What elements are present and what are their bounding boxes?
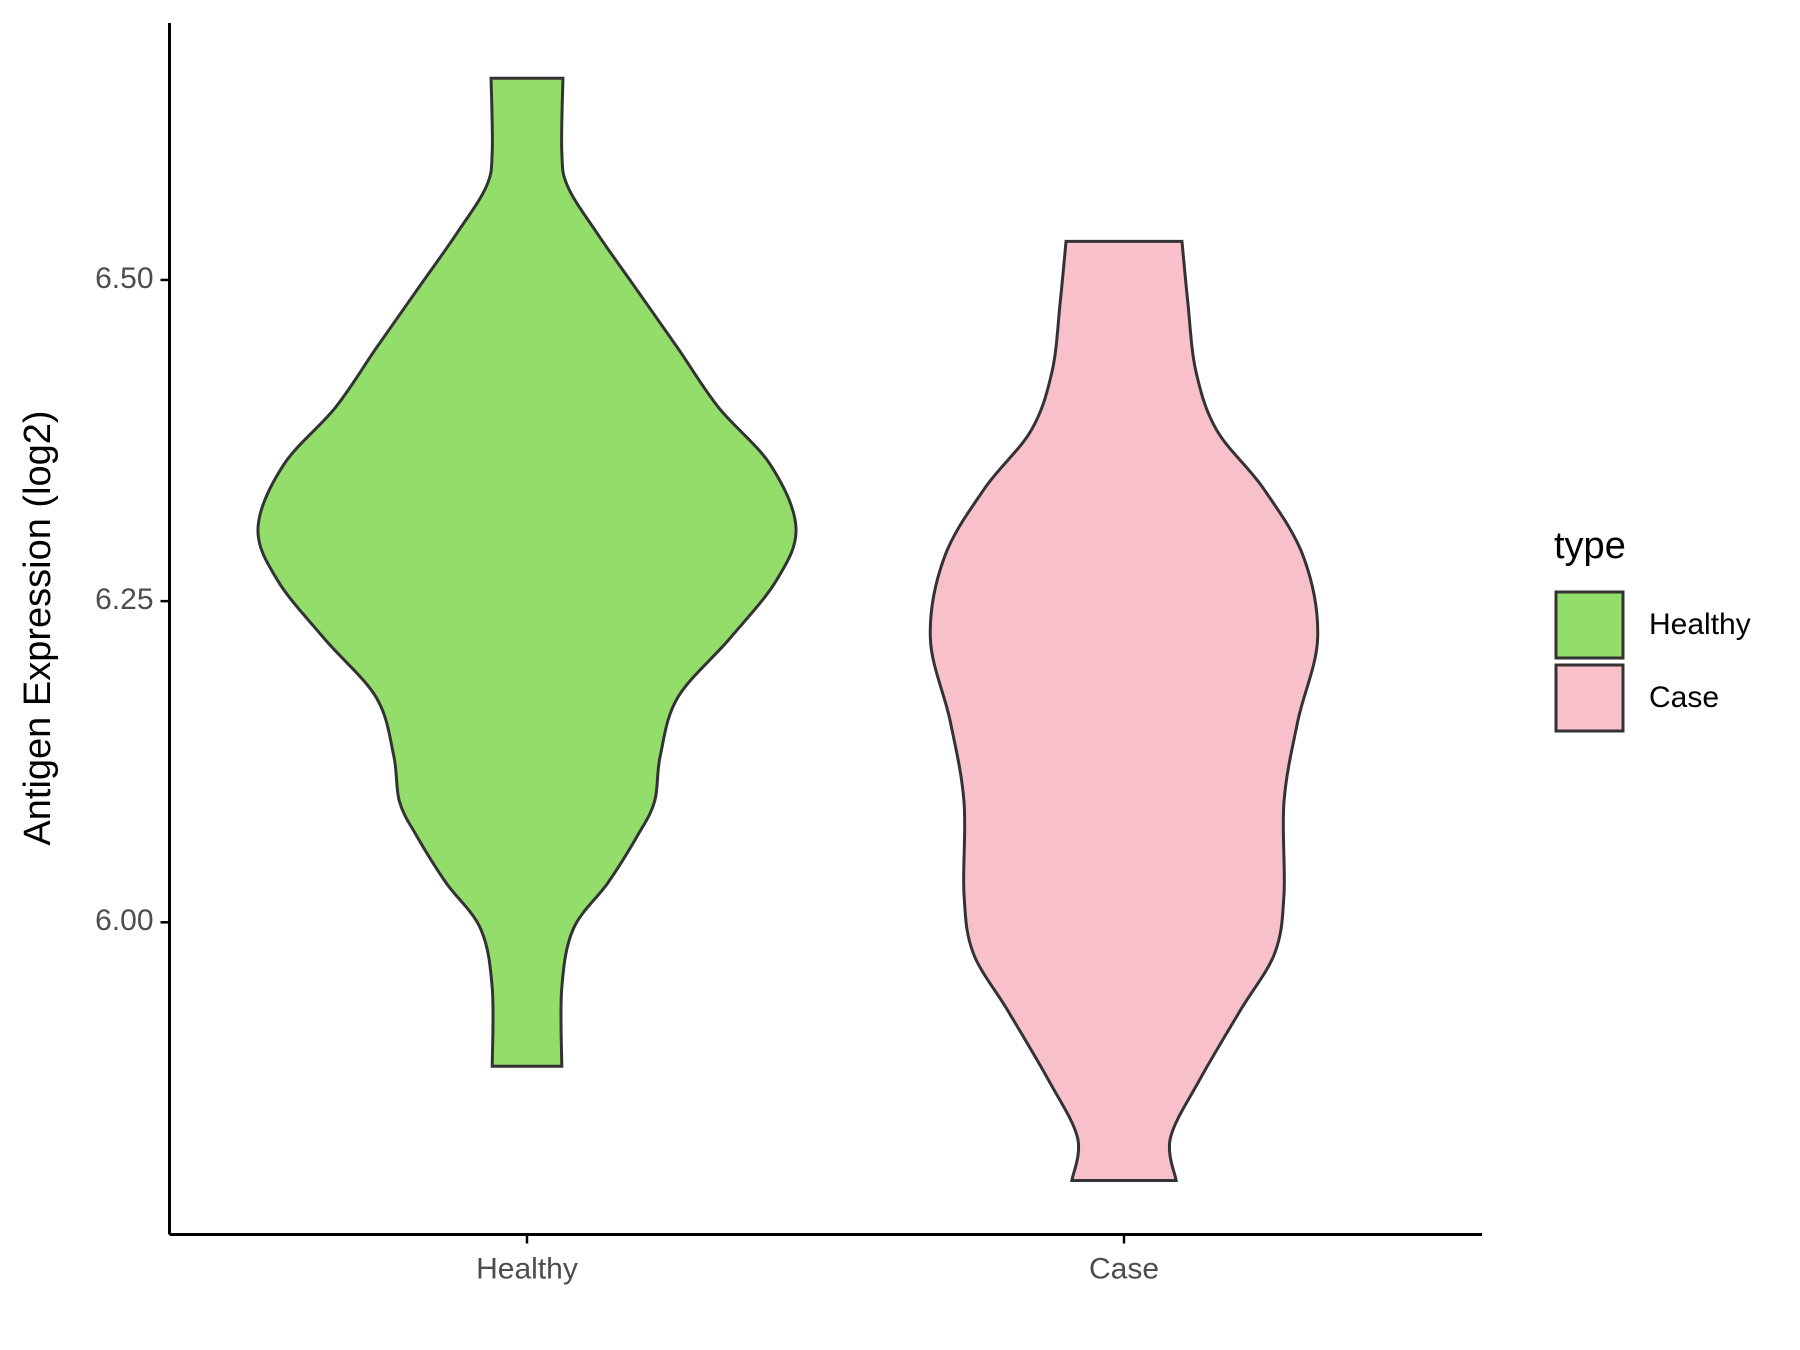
legend-swatch — [1554, 590, 1625, 660]
x-tick-label: Case — [1089, 1252, 1159, 1285]
x-tick-label: Healthy — [476, 1252, 578, 1285]
y-axis-title: Antigen Expression (log2) — [17, 410, 59, 845]
y-tick-label: 6.00 — [95, 904, 153, 937]
violin — [256, 76, 798, 1068]
y-tick-label: 6.50 — [95, 262, 153, 295]
violin — [928, 239, 1320, 1183]
legend-title: type — [1554, 525, 1626, 567]
legend-swatch — [1554, 663, 1625, 733]
legend-label: Case — [1649, 681, 1719, 714]
y-tick-label: 6.25 — [95, 583, 153, 616]
legend-label: Healthy — [1649, 608, 1751, 641]
